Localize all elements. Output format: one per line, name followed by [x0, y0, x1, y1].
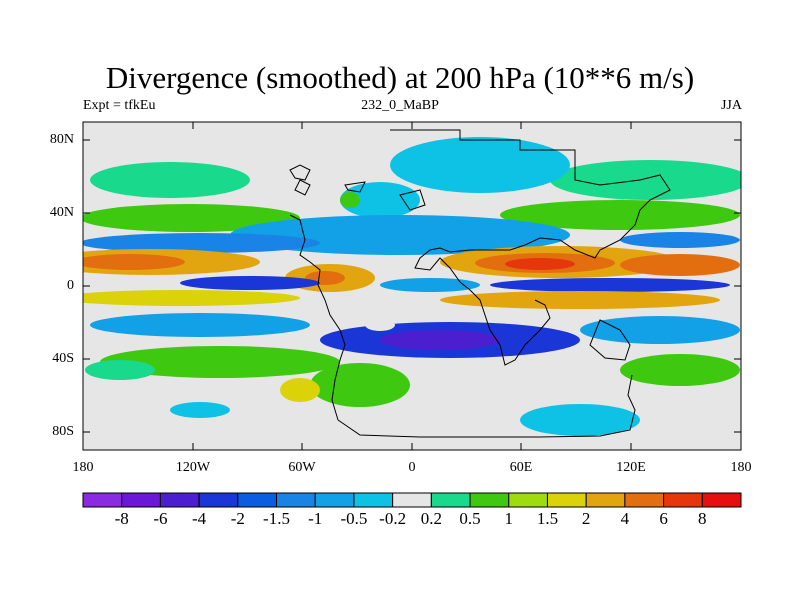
- colorbar-cell: [82, 492, 123, 508]
- field-blob: [83, 290, 300, 306]
- field-blob: [280, 378, 320, 402]
- colorbar-label: 0.2: [420, 509, 442, 528]
- season-label: JJA: [720, 98, 742, 113]
- colorbar-cell: [314, 492, 355, 508]
- field-blob: [620, 254, 740, 276]
- colorbar-cell: [469, 492, 510, 508]
- field-blob: [83, 233, 320, 253]
- colorbar-label: 6: [659, 509, 668, 528]
- field-blob: [580, 316, 740, 344]
- colorbar-label: -1: [308, 509, 323, 528]
- field-blob: [550, 160, 741, 200]
- lon-tick-marks: [82, 122, 742, 450]
- lat-tick-label: 80N: [49, 132, 74, 147]
- lon-tick-label: 120W: [175, 460, 211, 475]
- experiment-label: Expt = tfkEu: [83, 98, 156, 113]
- lat-tick-label: 40N: [49, 205, 74, 220]
- map-title: Divergence (smoothed) at 200 hPa (10**6 …: [105, 60, 695, 95]
- lon-tick-label: 0: [408, 460, 416, 475]
- colorbar-label: 1.5: [536, 509, 559, 528]
- field-blob: [520, 404, 640, 436]
- coastline-outline: [289, 129, 671, 438]
- field-blob: [490, 278, 730, 292]
- lon-tick-label: 120E: [616, 460, 646, 475]
- lon-tick-label: 180: [730, 460, 752, 475]
- field-blob: [90, 162, 250, 198]
- field-blob: [180, 276, 320, 290]
- lon-tick-label: 60W: [288, 460, 316, 475]
- colorbar-label: -8: [114, 509, 129, 528]
- colorbar-cell: [624, 492, 665, 508]
- colorbar-cell: [663, 492, 703, 508]
- americas-coast: [289, 214, 346, 421]
- field-blob: [500, 200, 740, 230]
- colorbar-label: -4: [192, 509, 207, 528]
- colorbar-label: 0.5: [459, 509, 481, 528]
- lat-tick-marks: [83, 139, 741, 433]
- colorbar-cell: [585, 492, 626, 508]
- colorbar-label: 8: [698, 509, 707, 528]
- colorbar-label: -0.5: [340, 509, 368, 528]
- colorbar-cell: [276, 492, 316, 508]
- colorbar-cell: [237, 492, 278, 508]
- colorbar-label: 2: [581, 509, 591, 528]
- field-blob: [620, 354, 740, 386]
- lat-tick-label: 80S: [52, 424, 74, 439]
- field-blob: [390, 137, 570, 193]
- colorbar-cell: [430, 492, 471, 508]
- lon-tick-label: 60E: [509, 460, 533, 475]
- colorbar-cell: [353, 492, 394, 508]
- field-blob: [440, 291, 720, 309]
- island-coast: [399, 189, 426, 211]
- colorbar-cell: [546, 492, 587, 508]
- field-blob: [620, 232, 740, 248]
- colorbar-label: -6: [153, 509, 168, 528]
- colorbar-cell: [198, 492, 239, 508]
- field-blob: [90, 313, 310, 337]
- field-blob: [310, 363, 410, 407]
- colorbar-label: 4: [620, 509, 630, 528]
- colorbar-label: -0.2: [379, 509, 407, 528]
- field-blob: [380, 278, 480, 292]
- field-blob: [380, 330, 500, 350]
- eurasia-africa-coast: [390, 129, 671, 366]
- field-blob: [505, 258, 575, 270]
- field-blob: [85, 360, 155, 380]
- colorbar-cell: [121, 492, 161, 508]
- antarctica-coast: [337, 374, 636, 438]
- field-blob: [83, 204, 300, 232]
- field-blob: [100, 346, 340, 378]
- lat-tick-label: 0: [67, 278, 74, 293]
- colorbar-cell: [508, 492, 548, 508]
- colorbar-cell: [701, 492, 742, 508]
- colorbar-label: -2: [230, 509, 245, 528]
- field-blob: [340, 192, 360, 208]
- field-blob: [83, 254, 185, 270]
- field-blob: [365, 319, 395, 331]
- island-coast: [294, 179, 311, 196]
- colorbar-label: 1: [504, 509, 514, 528]
- lon-tick-label: 180: [72, 460, 94, 475]
- contour-field: [83, 137, 741, 436]
- island-coast: [289, 164, 311, 181]
- colorbar-label: -1.5: [263, 509, 290, 528]
- australia-coast: [589, 319, 631, 361]
- colorbar-cell: [159, 492, 200, 508]
- field-blob: [170, 402, 230, 418]
- colorbar-cell: [392, 492, 432, 508]
- island-coast: [344, 181, 366, 193]
- lat-tick-label: 40S: [52, 351, 74, 366]
- run-label: 232_0_MaBP: [361, 98, 439, 113]
